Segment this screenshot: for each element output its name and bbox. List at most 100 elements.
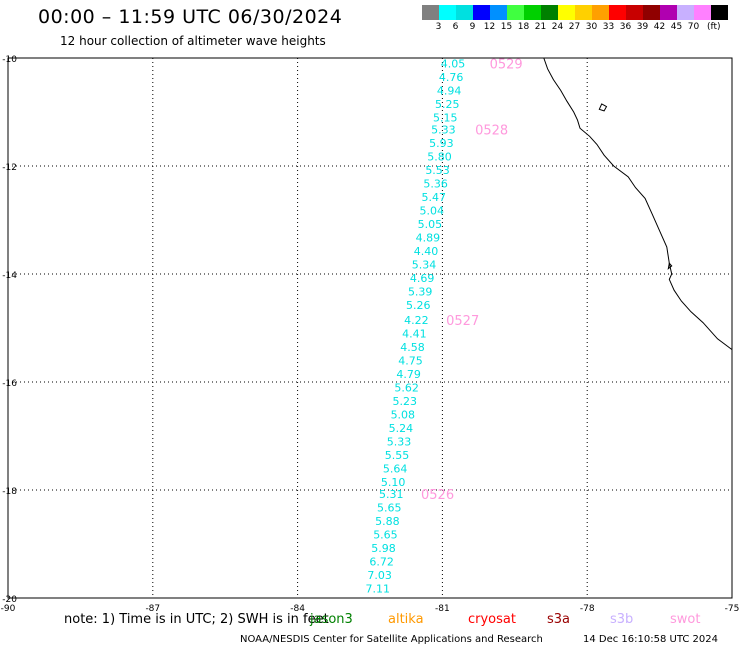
legend-unit: (ft) [707, 22, 721, 32]
legend-swatch [439, 5, 456, 20]
y-tick-label: -14 [2, 271, 17, 281]
x-tick-label: -90 [1, 604, 16, 614]
wave-height-value: 5.25 [435, 98, 460, 111]
wave-height-value: 5.62 [394, 381, 419, 394]
wave-height-value: 5.55 [385, 449, 410, 462]
satellite-label-swot: swot [670, 612, 701, 627]
footer-credit: NOAA/NESDIS Center for Satellite Applica… [240, 634, 543, 645]
y-tick-label: -20 [2, 595, 17, 605]
wave-height-value: 5.05 [418, 218, 443, 231]
note-text: note: 1) Time is in UTC; 2) SWH is in fe… [64, 612, 329, 627]
legend-label: 45 [670, 22, 683, 32]
legend-label: 24 [551, 22, 564, 32]
legend-swatch [643, 5, 660, 20]
wave-height-value: 5.88 [375, 515, 400, 528]
wave-height-value: 4.76 [439, 71, 464, 84]
legend-swatches [422, 5, 728, 20]
x-tick-label: -78 [580, 604, 595, 614]
legend-label: 30 [585, 22, 598, 32]
pass-time-label: 0526 [421, 488, 454, 503]
legend-label: 70 [687, 22, 700, 32]
legend-label: 3 [435, 22, 442, 32]
legend-label: 6 [452, 22, 459, 32]
y-tick-label: -10 [2, 55, 17, 65]
wave-height-value: 4.69 [410, 272, 435, 285]
wave-height-value: 4.75 [398, 354, 423, 367]
pass-time-label: 0527 [446, 314, 479, 329]
legend-label: 39 [636, 22, 649, 32]
y-tick-label: -16 [2, 379, 17, 389]
wave-height-value: 5.10 [381, 476, 406, 489]
pass-time-label: 0528 [475, 123, 508, 138]
wave-height-value: 4.22 [404, 314, 429, 327]
legend-swatch [422, 5, 439, 20]
wave-height-value: 4.79 [396, 368, 421, 381]
map-frame [7, 57, 733, 599]
wave-height-value: 5.39 [408, 285, 433, 298]
legend-label: 36 [619, 22, 632, 32]
wave-height-value: 5.53 [425, 164, 450, 177]
wave-height-value: 5.33 [431, 123, 456, 136]
wave-height-value: 6.72 [369, 555, 394, 568]
legend-swatch [524, 5, 541, 20]
x-tick-label: -87 [145, 604, 160, 614]
satellite-label-cryosat: cryosat [468, 612, 516, 627]
legend-swatch [490, 5, 507, 20]
y-tick-label: -18 [2, 487, 17, 497]
wave-height-value: 5.34 [412, 258, 437, 271]
island [667, 262, 673, 270]
wave-height-value: 5.65 [377, 501, 402, 514]
legend-swatch [456, 5, 473, 20]
wave-height-value: 4.05 [441, 57, 466, 70]
wave-height-value: 4.40 [414, 245, 439, 258]
wave-height-value: 5.47 [421, 191, 446, 204]
y-tick-label: -12 [2, 163, 17, 173]
wave-height-value: 7.03 [367, 569, 392, 582]
legend-swatch [592, 5, 609, 20]
footer-timestamp: 14 Dec 16:10:58 UTC 2024 [583, 634, 718, 645]
legend-label: 42 [653, 22, 666, 32]
legend-swatch [609, 5, 626, 20]
color-legend: 3 6 9 12 15 18 21 24 27 30 33 36 39 42 45 70 (ft) [422, 5, 728, 32]
wave-height-value: 4.89 [416, 231, 441, 244]
wave-height-value: 5.36 [423, 177, 448, 190]
wave-height-value: 5.98 [371, 542, 396, 555]
wave-height-value: 5.04 [420, 204, 445, 217]
legend-label: 33 [602, 22, 615, 32]
x-tick-label: -81 [435, 604, 450, 614]
x-tick-label: -84 [290, 604, 305, 614]
legend-swatch [626, 5, 643, 20]
wave-height-value: 7.11 [365, 582, 390, 595]
map-title: 00:00 – 11:59 UTC 06/30/2024 [38, 6, 343, 28]
legend-swatch [507, 5, 524, 20]
legend-swatch [711, 5, 728, 20]
legend-label: 27 [568, 22, 581, 32]
coastline [543, 57, 733, 351]
wave-height-value: 4.41 [402, 327, 427, 340]
wave-height-value: 5.93 [429, 137, 454, 150]
legend-swatch [558, 5, 575, 20]
wave-height-value: 5.33 [387, 435, 412, 448]
x-tick-label: -75 [725, 604, 740, 614]
legend-swatch [473, 5, 490, 20]
wave-height-value: 4.58 [400, 341, 425, 354]
wave-height-value: 5.26 [406, 299, 431, 312]
legend-label: 21 [534, 22, 547, 32]
legend-label: 9 [469, 22, 476, 32]
wave-height-value: 5.08 [391, 408, 416, 421]
legend-label: 12 [483, 22, 496, 32]
legend-swatch [660, 5, 677, 20]
wave-height-value: 5.31 [379, 488, 404, 501]
map-subtitle: 12 hour collection of altimeter wave hei… [60, 34, 326, 48]
island [598, 103, 608, 112]
satellite-label-s3a: s3a [547, 612, 571, 627]
wave-height-value: 5.24 [389, 422, 414, 435]
legend-swatch [541, 5, 558, 20]
wave-height-value: 4.94 [437, 84, 462, 97]
wave-height-value: 5.80 [427, 150, 452, 163]
satellite-label-altika: altika [388, 612, 424, 627]
legend-labels: 3 6 9 12 15 18 21 24 27 30 33 36 39 42 45 70 [422, 20, 728, 32]
legend-swatch [575, 5, 592, 20]
wave-height-value: 5.65 [373, 528, 398, 541]
